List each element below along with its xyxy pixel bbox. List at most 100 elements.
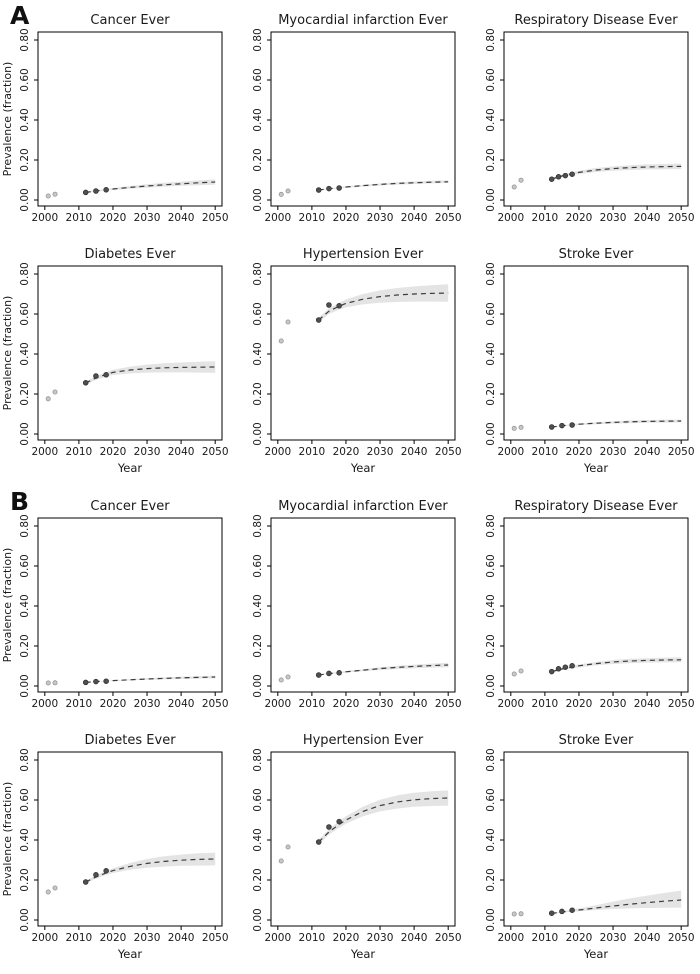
y-tick-label: 0.20 bbox=[19, 148, 31, 171]
y-tick-label: 0.60 bbox=[485, 554, 497, 577]
x-tick-label: 2030 bbox=[600, 212, 627, 224]
subplot-respiratory-disease-ever-b: Respiratory Disease Ever 2000 2010 2020 2030… bbox=[485, 499, 695, 710]
observed-point-dark bbox=[569, 907, 575, 913]
observed-point-dark bbox=[93, 678, 99, 685]
x-tick-label: 2030 bbox=[134, 212, 161, 224]
plot-title: Hypertension Ever bbox=[303, 733, 424, 748]
y-tick-label: 0.00 bbox=[485, 674, 497, 697]
y-axis-label: Prevalence (fraction) bbox=[1, 782, 14, 897]
plot-title: Respiratory Disease Ever bbox=[514, 13, 678, 28]
panel-a-label: A bbox=[10, 1, 30, 30]
y-tick-label: 0.80 bbox=[19, 514, 31, 537]
y-tick-label: 0.00 bbox=[485, 908, 497, 931]
y-tick-label: 0.20 bbox=[485, 148, 497, 171]
plot-title: Myocardial infarction Ever bbox=[278, 13, 448, 28]
y-tick-label: 0.00 bbox=[485, 422, 497, 445]
observed-point-gray bbox=[52, 680, 58, 686]
y-tick-label: 0.60 bbox=[485, 68, 497, 91]
observed-point-gray bbox=[285, 319, 291, 325]
observed-point-gray bbox=[278, 858, 284, 864]
x-tick-label: 2000 bbox=[264, 698, 291, 710]
y-tick-label: 0.20 bbox=[252, 382, 264, 405]
plot-box bbox=[270, 265, 456, 441]
projection-line bbox=[318, 292, 449, 321]
confidence-band bbox=[551, 657, 682, 673]
x-tick-label: 2010 bbox=[66, 932, 93, 944]
x-tick-label: 2020 bbox=[100, 212, 127, 224]
observed-point-dark bbox=[569, 663, 575, 669]
x-tick-label: 2050 bbox=[435, 932, 462, 944]
observed-point-gray bbox=[285, 844, 291, 850]
confidence-band bbox=[551, 890, 682, 914]
x-tick-label: 2050 bbox=[202, 212, 229, 224]
y-tick-label: 0.60 bbox=[252, 302, 264, 325]
observed-point-dark bbox=[548, 910, 555, 916]
x-tick-label: 2000 bbox=[497, 932, 524, 944]
confidence-band bbox=[318, 180, 449, 191]
confidence-band bbox=[551, 163, 682, 180]
y-tick-label: 0.00 bbox=[19, 674, 31, 697]
x-tick-label: 2050 bbox=[668, 212, 695, 224]
y-tick-label: 0.00 bbox=[19, 908, 31, 931]
y-tick-label: 0.60 bbox=[485, 788, 497, 811]
observed-point-gray bbox=[45, 889, 51, 895]
observed-point-gray bbox=[52, 885, 58, 891]
x-axis-label: Year bbox=[117, 461, 143, 475]
observed-point-gray bbox=[518, 911, 524, 917]
observed-point-dark bbox=[93, 373, 99, 379]
confidence-band bbox=[85, 852, 216, 884]
observed-point-dark bbox=[103, 868, 109, 874]
plot-title: Myocardial infarction Ever bbox=[278, 499, 448, 514]
x-tick-label: 2040 bbox=[401, 446, 428, 458]
y-tick-label: 0.40 bbox=[19, 594, 31, 617]
plot-box bbox=[270, 517, 456, 693]
y-tick-label: 0.20 bbox=[19, 634, 31, 657]
x-tick-label: 2040 bbox=[634, 446, 661, 458]
observed-point-gray bbox=[285, 188, 291, 194]
x-tick-label: 2000 bbox=[31, 698, 58, 710]
observed-point-dark bbox=[569, 422, 575, 428]
y-tick-label: 0.60 bbox=[252, 788, 264, 811]
x-tick-label: 2000 bbox=[264, 212, 291, 224]
panel-a-grid: Cancer Ever 2000 2010 2020 2030 2040 2050 0.00 0… bbox=[0, 10, 700, 488]
subplot-respiratory-disease-ever-a: Respiratory Disease Ever 2000 2010 2020 2030… bbox=[485, 13, 695, 224]
y-tick-label: 0.00 bbox=[252, 422, 264, 445]
observed-point-dark bbox=[103, 678, 109, 684]
y-tick-label: 0.00 bbox=[252, 908, 264, 931]
y-axis-label: Prevalence (fraction) bbox=[1, 548, 14, 663]
plot-box bbox=[270, 31, 456, 207]
y-tick-label: 0.20 bbox=[252, 634, 264, 657]
y-tick-label: 0.80 bbox=[252, 748, 264, 771]
x-tick-label: 2020 bbox=[100, 698, 127, 710]
y-tick-label: 0.80 bbox=[19, 28, 31, 51]
observed-point-dark bbox=[315, 672, 322, 678]
plot-title: Stroke Ever bbox=[559, 247, 634, 262]
observed-point-dark bbox=[93, 872, 99, 878]
observed-point-dark bbox=[562, 664, 569, 670]
x-tick-label: 2020 bbox=[333, 932, 360, 944]
observed-point-gray bbox=[285, 674, 291, 680]
x-tick-label: 2050 bbox=[435, 212, 462, 224]
y-tick-label: 0.60 bbox=[19, 554, 31, 577]
y-tick-label: 0.40 bbox=[485, 108, 497, 131]
subplot-diabetes-ever-a: Diabetes Ever 2000 2010 2020 2030 2040 2050 0.0… bbox=[1, 247, 229, 475]
observed-point-dark bbox=[82, 189, 89, 196]
y-tick-label: 0.60 bbox=[252, 554, 264, 577]
x-tick-label: 2040 bbox=[168, 212, 195, 224]
x-tick-label: 2000 bbox=[497, 446, 524, 458]
observed-point-gray bbox=[511, 184, 517, 190]
observed-point-dark bbox=[82, 380, 89, 386]
x-tick-label: 2030 bbox=[600, 932, 627, 944]
plot-title: Diabetes Ever bbox=[84, 247, 176, 262]
subplot-diabetes-ever-b: Diabetes Ever 2000 2010 2020 2030 2040 2050 0.0… bbox=[1, 733, 229, 961]
x-tick-label: 2030 bbox=[367, 212, 394, 224]
x-tick-label: 2010 bbox=[66, 212, 93, 224]
observed-point-gray bbox=[278, 677, 284, 683]
y-tick-label: 0.20 bbox=[252, 868, 264, 891]
x-tick-label: 2020 bbox=[566, 212, 593, 224]
observed-point-dark bbox=[326, 185, 332, 192]
x-tick-label: 2050 bbox=[435, 446, 462, 458]
observed-point-dark bbox=[562, 172, 569, 179]
subplot-stroke-ever-a: Stroke Ever 2000 2010 2020 2030 2040 2050 0.00 0… bbox=[485, 247, 695, 475]
x-tick-label: 2010 bbox=[532, 698, 559, 710]
